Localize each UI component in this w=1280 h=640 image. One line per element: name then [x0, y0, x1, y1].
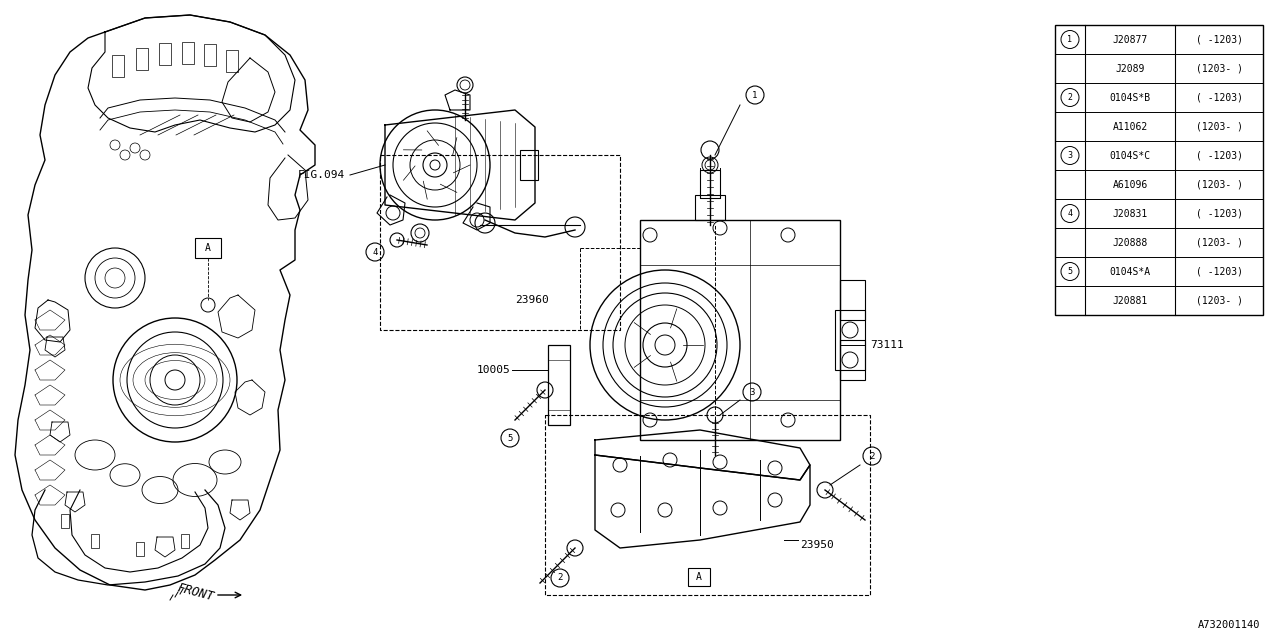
- Text: FIG.094: FIG.094: [298, 170, 346, 180]
- Text: 2: 2: [1068, 93, 1073, 102]
- Text: 73111: 73111: [870, 340, 904, 350]
- Bar: [61, 514, 69, 528]
- Text: FRONT: FRONT: [175, 581, 215, 603]
- Text: A: A: [205, 243, 211, 253]
- Text: (1203- ): (1203- ): [1196, 237, 1243, 248]
- Bar: [204, 44, 216, 66]
- Bar: [136, 542, 145, 556]
- Bar: [835, 310, 865, 370]
- Text: (1203- ): (1203- ): [1196, 179, 1243, 189]
- Text: ( -1203): ( -1203): [1196, 150, 1243, 161]
- Text: 1: 1: [1068, 35, 1073, 44]
- Bar: [700, 170, 721, 198]
- Text: 3: 3: [749, 387, 755, 397]
- Text: ( -1203): ( -1203): [1196, 35, 1243, 45]
- Bar: [640, 220, 840, 440]
- Text: 0104S*A: 0104S*A: [1110, 266, 1151, 276]
- Text: ( -1203): ( -1203): [1196, 266, 1243, 276]
- Text: 1: 1: [753, 90, 758, 99]
- Text: J2089: J2089: [1115, 63, 1144, 74]
- Text: J20888: J20888: [1112, 237, 1148, 248]
- Bar: [159, 43, 172, 65]
- Bar: [136, 48, 148, 70]
- Text: 5: 5: [507, 433, 513, 442]
- Bar: [840, 340, 865, 380]
- Text: J20831: J20831: [1112, 209, 1148, 218]
- Text: 4: 4: [1068, 209, 1073, 218]
- Text: 0104S*C: 0104S*C: [1110, 150, 1151, 161]
- Text: A: A: [696, 572, 701, 582]
- Text: (1203- ): (1203- ): [1196, 122, 1243, 131]
- Bar: [689, 568, 710, 586]
- Text: A61096: A61096: [1112, 179, 1148, 189]
- Text: A732001140: A732001140: [1198, 620, 1260, 630]
- Text: 10005: 10005: [476, 365, 509, 375]
- Bar: [548, 345, 570, 425]
- Bar: [1055, 25, 1263, 315]
- Bar: [227, 50, 238, 72]
- Text: 4: 4: [372, 248, 378, 257]
- Text: J20881: J20881: [1112, 296, 1148, 305]
- Text: 2: 2: [869, 451, 874, 461]
- Bar: [840, 280, 865, 320]
- Text: (1203- ): (1203- ): [1196, 296, 1243, 305]
- Bar: [180, 534, 189, 548]
- Text: A11062: A11062: [1112, 122, 1148, 131]
- Bar: [520, 150, 538, 180]
- Bar: [91, 534, 99, 548]
- Text: ( -1203): ( -1203): [1196, 209, 1243, 218]
- Text: J20877: J20877: [1112, 35, 1148, 45]
- Text: ( -1203): ( -1203): [1196, 93, 1243, 102]
- Bar: [695, 195, 724, 220]
- Bar: [195, 238, 221, 258]
- Text: 3: 3: [1068, 151, 1073, 160]
- Text: 0104S*B: 0104S*B: [1110, 93, 1151, 102]
- Text: 5: 5: [1068, 267, 1073, 276]
- Text: 23950: 23950: [800, 540, 833, 550]
- Text: 2: 2: [557, 573, 563, 582]
- Text: (1203- ): (1203- ): [1196, 63, 1243, 74]
- Bar: [182, 42, 195, 64]
- Bar: [113, 55, 124, 77]
- Text: 23960: 23960: [515, 295, 549, 305]
